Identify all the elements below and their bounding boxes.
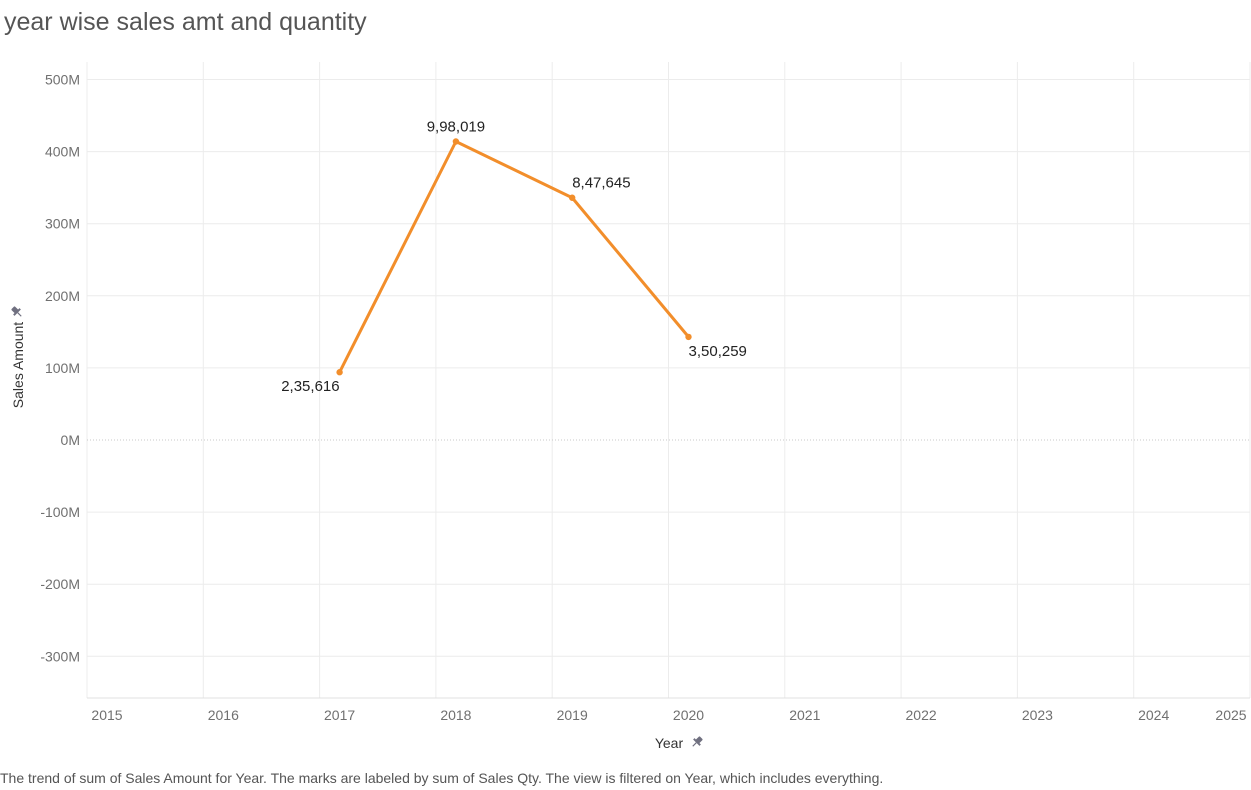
series-line-layer [338, 140, 690, 373]
y-axis-title[interactable]: Sales Amount [10, 322, 26, 408]
y-tick-label: -300M [40, 648, 80, 664]
y-tick-label: 400M [45, 144, 80, 160]
x-tick-label: 2015 [91, 707, 122, 723]
x-axis-pin-icon[interactable] [690, 735, 705, 750]
data-labels: 2,35,616 9,98,019 8,47,645 3,50,259 [281, 119, 747, 396]
x-tick-label: 2022 [906, 707, 937, 723]
data-label: 8,47,645 [572, 175, 630, 192]
axes: 500M 400M 300M 200M 100M 0M -100M -200M -300M 201… [40, 72, 1250, 723]
x-tick-label: 2020 [673, 707, 704, 723]
data-point[interactable] [569, 194, 576, 201]
data-label: 9,98,019 [427, 119, 485, 136]
y-tick-label: 100M [45, 360, 80, 376]
x-tick-label: 2023 [1022, 707, 1053, 723]
x-tick-label: 2016 [208, 707, 239, 723]
data-label: 3,50,259 [689, 343, 747, 360]
data-points[interactable] [336, 138, 692, 376]
chart-caption: The trend of sum of Sales Amount for Yea… [0, 770, 884, 786]
chart-title: year wise sales amt and quantity [4, 8, 367, 36]
x-tick-label: 2018 [440, 707, 471, 723]
x-tick-label: 2021 [789, 707, 820, 723]
data-point[interactable] [685, 333, 692, 341]
data-point[interactable] [336, 369, 343, 376]
series-line[interactable] [338, 140, 690, 373]
y-axis-pin-icon[interactable] [10, 305, 25, 320]
y-tick-label: -100M [40, 504, 80, 520]
y-tick-label: 0M [61, 432, 80, 448]
y-tick-label: 300M [45, 216, 80, 232]
y-tick-label: 500M [45, 72, 80, 88]
x-tick-label: 2017 [324, 707, 355, 723]
data-point[interactable] [452, 138, 460, 145]
data-label: 2,35,616 [281, 378, 339, 395]
x-tick-label: 2024 [1138, 707, 1169, 723]
y-tick-label: 200M [45, 288, 80, 304]
gridlines [86, 62, 1251, 698]
x-axis-title[interactable]: Year [655, 735, 684, 751]
y-tick-label: -200M [40, 576, 80, 592]
x-tick-label: 2025 [1215, 707, 1246, 723]
x-tick-label: 2019 [557, 707, 588, 723]
